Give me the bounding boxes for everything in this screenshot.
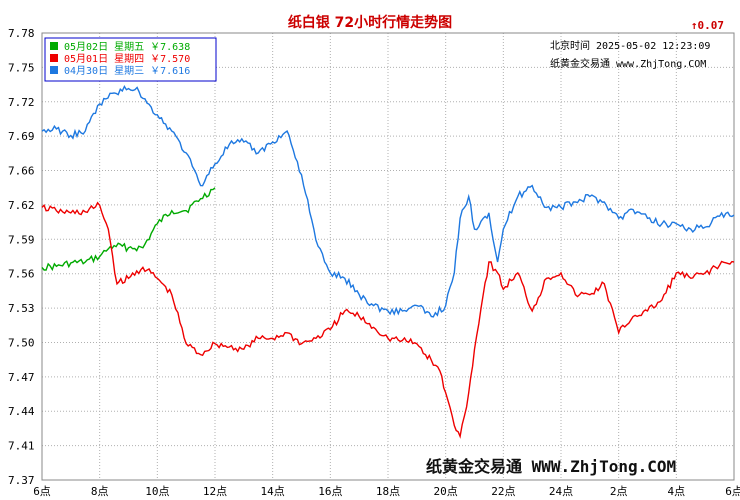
x-tick-label: 6点 [33,485,51,498]
change-indicator: ↑0.07 [691,19,724,32]
y-tick-label: 7.62 [8,199,35,212]
chart-title: 纸白银 72小时行情走势图 [288,14,452,31]
y-tick-label: 7.53 [8,302,35,315]
y-tick-label: 7.78 [8,27,35,40]
x-tick-label: 2点 [610,485,628,498]
y-tick-label: 7.37 [8,474,35,487]
x-tick-label: 6点 [725,485,740,498]
y-tick-label: 7.75 [8,61,35,74]
y-tick-label: 7.41 [8,440,35,453]
legend-swatch [50,66,58,74]
y-tick-label: 7.72 [8,96,35,109]
info-box: 北京时间 2025-05-02 12:23:09 纸黄金交易通 www.ZhjT… [550,39,710,70]
time-label: 北京时间 2025-05-02 12:23:09 [550,39,710,52]
x-tick-label: 20点 [434,485,458,498]
x-tick-label: 18点 [376,485,400,498]
watermark: 纸黄金交易通 WWW.ZhjTong.COM [426,457,676,476]
legend-entry: 05月02日 星期五 ￥7.638 [64,41,190,53]
x-axis-ticks: 6点 8点 10点 12点 14点 16点 18点 20点 22点 24点 2点 4点 6点 [33,485,740,498]
x-tick-label: 8点 [91,485,109,498]
y-tick-label: 7.69 [8,130,35,143]
y-tick-label: 7.50 [8,336,35,349]
x-tick-label: 22点 [491,485,515,498]
x-tick-label: 12点 [203,485,227,498]
legend-swatch [50,54,58,62]
legend-box [44,37,217,82]
change-label: ↑0.07 [691,19,724,32]
x-tick-label: 4点 [668,485,686,498]
legend-entry: 05月01日 星期四 ￥7.570 [64,53,190,65]
y-tick-label: 7.47 [8,371,35,384]
y-axis-ticks: 7.78 7.75 7.72 7.69 7.66 7.62 7.59 7.56 7.53 7.50… [8,27,35,487]
plot-frame [41,32,735,481]
site-label: 纸黄金交易通 www.ZhjTong.COM [550,57,706,70]
legend-swatch [50,42,58,50]
x-tick-label: 24点 [549,485,573,498]
legend-entry: 04月30日 星期三 ￥7.616 [64,65,190,77]
y-tick-label: 7.56 [8,268,35,281]
series-line-1 [41,201,735,439]
series-line-0 [41,187,216,272]
y-tick-label: 7.44 [8,405,35,418]
y-tick-label: 7.66 [8,165,35,178]
y-tick-label: 7.59 [8,233,35,246]
series-layer [41,85,735,439]
series-line-2 [41,85,735,318]
x-tick-label: 10点 [145,485,169,498]
x-tick-label: 14点 [261,485,285,498]
x-tick-label: 16点 [318,485,342,498]
